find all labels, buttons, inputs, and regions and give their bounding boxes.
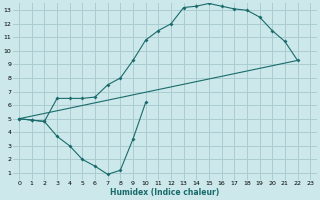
X-axis label: Humidex (Indice chaleur): Humidex (Indice chaleur) (110, 188, 219, 197)
